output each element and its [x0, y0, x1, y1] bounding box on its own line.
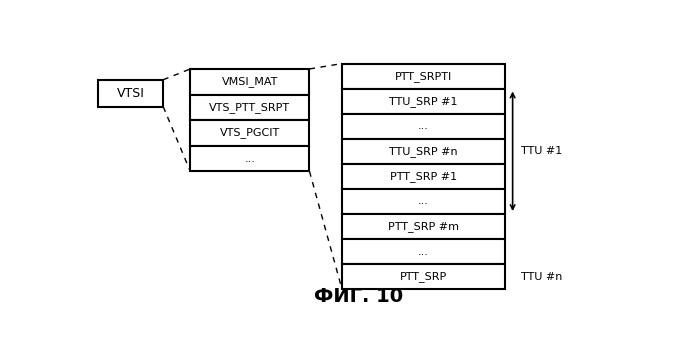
Text: TTU_SRP #1: TTU_SRP #1 — [389, 96, 457, 107]
Text: VTS_PTT_SRPT: VTS_PTT_SRPT — [209, 102, 291, 113]
Text: TTU #1: TTU #1 — [521, 146, 562, 156]
Text: ...: ... — [245, 154, 255, 163]
Text: TTU #n: TTU #n — [521, 272, 562, 282]
Text: PTT_SRPTI: PTT_SRPTI — [395, 71, 452, 82]
Text: TTU_SRP #n: TTU_SRP #n — [389, 146, 458, 157]
Text: ...: ... — [418, 121, 428, 131]
Bar — [342, 89, 505, 114]
Bar — [342, 64, 505, 89]
Text: VMSI_MAT: VMSI_MAT — [222, 76, 278, 87]
Bar — [190, 69, 310, 94]
Bar — [190, 120, 310, 146]
Bar — [190, 94, 310, 120]
Text: PTT_SRP: PTT_SRP — [400, 271, 447, 282]
Text: PTT_SRP #1: PTT_SRP #1 — [389, 171, 457, 182]
Text: ...: ... — [418, 196, 428, 206]
Bar — [342, 239, 505, 264]
Text: VTSI: VTSI — [117, 87, 145, 100]
Bar — [342, 139, 505, 164]
Bar — [342, 264, 505, 289]
Bar — [342, 189, 505, 214]
Bar — [98, 80, 163, 107]
Bar — [342, 164, 505, 189]
Text: VTS_PGCIT: VTS_PGCIT — [219, 127, 280, 138]
Text: PTT_SRP #m: PTT_SRP #m — [388, 221, 459, 232]
Bar — [190, 146, 310, 172]
Bar — [342, 114, 505, 139]
Text: ...: ... — [418, 246, 428, 257]
Bar — [342, 214, 505, 239]
Text: ФИГ. 10: ФИГ. 10 — [314, 287, 403, 306]
